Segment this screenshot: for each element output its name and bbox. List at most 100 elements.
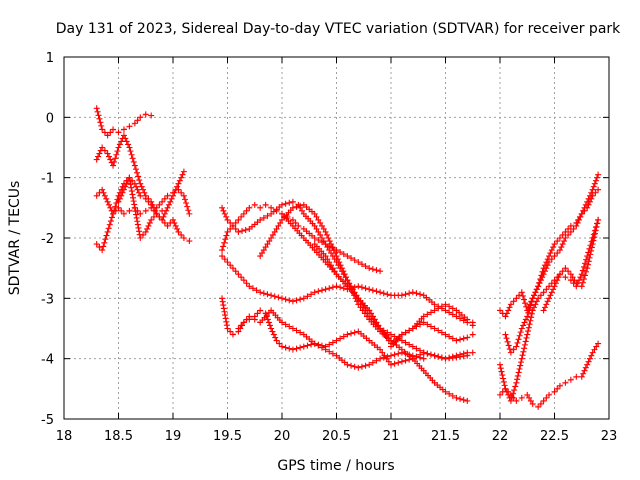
data-point: [220, 302, 227, 309]
x-tick-label: 23: [601, 429, 618, 444]
data-point: [100, 189, 107, 196]
data-point: [594, 220, 601, 227]
y-tick-label: -2: [41, 232, 54, 247]
data-point: [279, 295, 285, 302]
data-point: [457, 315, 464, 322]
data-point: [220, 305, 227, 312]
data-point: [337, 335, 344, 342]
data-point: [132, 166, 139, 173]
data-point: [259, 250, 266, 257]
data-point: [409, 343, 416, 350]
data-point: [345, 280, 352, 287]
data-point: [148, 201, 155, 208]
data-point: [551, 253, 558, 260]
data-point: [322, 253, 329, 260]
data-point: [115, 129, 122, 136]
data-point: [116, 195, 123, 202]
data-point: [150, 213, 157, 220]
data-point: [460, 317, 467, 324]
data-point: [589, 186, 596, 193]
data-point: [543, 259, 550, 266]
data-point: [300, 295, 307, 302]
data-point: [528, 298, 535, 305]
x-tick-label: 19: [165, 429, 182, 444]
data-point: [362, 362, 369, 369]
data-point: [120, 186, 127, 193]
data-point: [351, 257, 358, 264]
series-sat-j: [235, 307, 427, 371]
data-point: [135, 189, 142, 196]
data-point: [506, 346, 513, 353]
data-point: [289, 298, 296, 305]
data-point: [402, 357, 409, 364]
data-point: [317, 219, 324, 226]
data-point: [514, 376, 521, 383]
data-point: [500, 378, 507, 385]
data-point: [402, 339, 409, 346]
data-point: [505, 342, 512, 349]
data-point: [137, 114, 144, 121]
data-point: [180, 192, 187, 199]
data-point: [543, 286, 550, 293]
data-point: [156, 213, 163, 220]
data-point: [497, 365, 504, 372]
data-point: [570, 225, 577, 232]
data-point: [178, 231, 185, 238]
data-point: [142, 207, 149, 214]
data-point: [235, 228, 242, 235]
data-point: [105, 225, 112, 232]
data-point: [223, 322, 230, 329]
data-point: [96, 244, 103, 251]
data-point: [134, 117, 141, 124]
data-point: [547, 250, 554, 257]
data-point: [424, 321, 431, 328]
data-point: [246, 204, 253, 211]
data-point: [348, 362, 355, 369]
y-tick-label: -4: [41, 353, 54, 368]
data-point: [153, 204, 160, 211]
data-point: [170, 216, 176, 223]
data-point: [315, 237, 322, 244]
data-point: [183, 200, 190, 207]
data-point: [110, 162, 117, 169]
data-point: [536, 279, 543, 286]
data-point: [555, 274, 562, 281]
data-point: [584, 265, 591, 272]
data-point: [584, 204, 591, 211]
data-point: [318, 287, 325, 294]
data-point: [329, 284, 336, 291]
x-tick-label: 20.5: [322, 429, 351, 444]
data-point: [510, 390, 517, 397]
data-point: [136, 228, 143, 235]
data-point: [449, 392, 456, 399]
data-point: [153, 210, 160, 217]
data-point: [366, 265, 373, 272]
data-point: [136, 177, 143, 184]
data-point: [554, 250, 561, 257]
data-point: [526, 394, 533, 401]
data-point: [219, 295, 226, 302]
data-point: [337, 249, 344, 256]
data-point: [126, 123, 133, 130]
data-point: [351, 329, 358, 336]
chart-title: Day 131 of 2023, Sidereal Day-to-day VTE…: [56, 21, 621, 37]
data-point: [125, 141, 132, 148]
data-point: [395, 350, 402, 357]
data-point: [240, 210, 247, 217]
data-point: [131, 162, 138, 169]
data-point: [537, 292, 544, 299]
data-point: [104, 228, 111, 235]
data-point: [358, 284, 365, 291]
data-point: [506, 304, 513, 311]
data-point: [96, 115, 103, 122]
data-point: [585, 258, 592, 265]
data-point: [326, 238, 333, 245]
data-point: [323, 231, 330, 238]
data-point: [264, 291, 271, 298]
data-point: [442, 301, 449, 308]
data-point: [528, 314, 535, 321]
data-point: [262, 310, 269, 317]
data-point: [293, 345, 300, 352]
data-point: [586, 254, 593, 261]
